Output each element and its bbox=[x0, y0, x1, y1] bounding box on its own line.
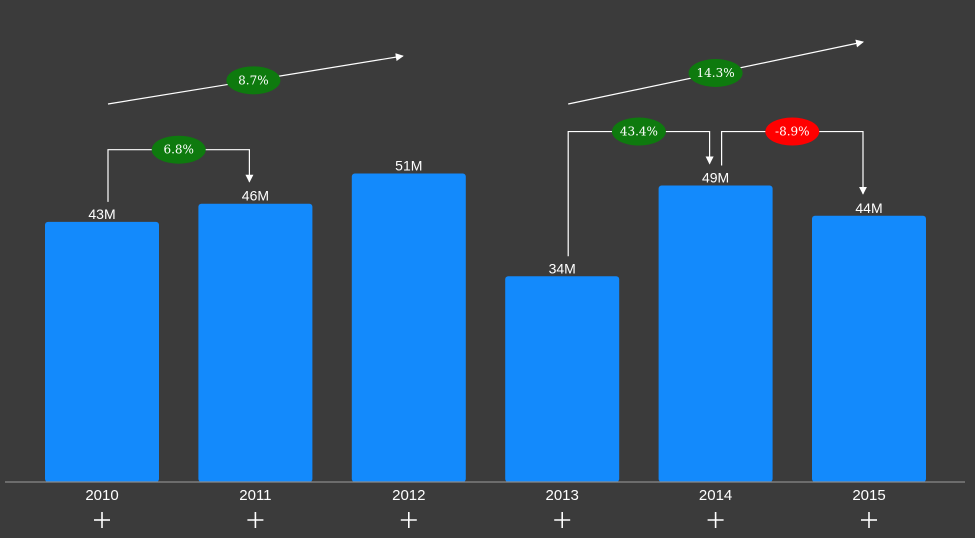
step-change-badge-2010-2011: 6.8% bbox=[151, 135, 206, 164]
tick-label-2010: 2010 bbox=[85, 487, 118, 504]
svg-text:8.7%: 8.7% bbox=[238, 73, 269, 87]
bar-2010 bbox=[45, 221, 159, 482]
tick-label-2014: 2014 bbox=[699, 487, 732, 504]
bar-2014 bbox=[658, 185, 773, 483]
expand-button-2010[interactable] bbox=[92, 510, 112, 530]
trend-badge-2013-2015: 14.3% bbox=[688, 59, 743, 87]
expand-button-2012[interactable] bbox=[399, 510, 419, 530]
tick-label-2011: 2011 bbox=[239, 487, 271, 504]
svg-text:43.4%: 43.4% bbox=[620, 125, 658, 139]
tick-label-2013: 2013 bbox=[546, 487, 579, 504]
trend-arrows bbox=[107, 39, 864, 105]
tick-label-2012: 2012 bbox=[392, 487, 425, 504]
percent-badges: 6.8% 43.4% -8.9% 8.7% 14.3% bbox=[151, 59, 820, 164]
expand-button-2011[interactable] bbox=[245, 510, 265, 530]
svg-text:-8.9%: -8.9% bbox=[775, 125, 810, 139]
bars bbox=[45, 173, 926, 483]
step-change-badge-2014-2015: -8.9% bbox=[765, 117, 820, 146]
svg-text:14.3%: 14.3% bbox=[697, 66, 735, 80]
svg-text:6.8%: 6.8% bbox=[163, 143, 194, 157]
value-label-2014: 49M bbox=[702, 170, 729, 186]
value-label-2011: 46M bbox=[242, 188, 269, 204]
bar-2011 bbox=[198, 203, 313, 482]
expand-button-2013[interactable] bbox=[552, 510, 572, 530]
expand-button-2014[interactable] bbox=[706, 510, 726, 530]
value-label-2010: 43M bbox=[88, 206, 115, 222]
value-label-2012: 51M bbox=[395, 157, 422, 173]
bar-2013 bbox=[505, 276, 620, 482]
bar-2012 bbox=[351, 173, 466, 482]
tick-label-2015: 2015 bbox=[852, 487, 885, 504]
labels: 43M 2010 46M 2011 51M 2012 34M 2013 49M 2014 44M 20… bbox=[85, 157, 886, 530]
bar-2015 bbox=[812, 215, 926, 483]
value-label-2015: 44M bbox=[855, 200, 882, 216]
value-label-2013: 34M bbox=[549, 260, 576, 276]
expand-button-2015[interactable] bbox=[859, 510, 879, 530]
step-change-badge-2013-2014: 43.4% bbox=[611, 117, 666, 146]
trend-badge-2010-2012: 8.7% bbox=[226, 66, 281, 95]
